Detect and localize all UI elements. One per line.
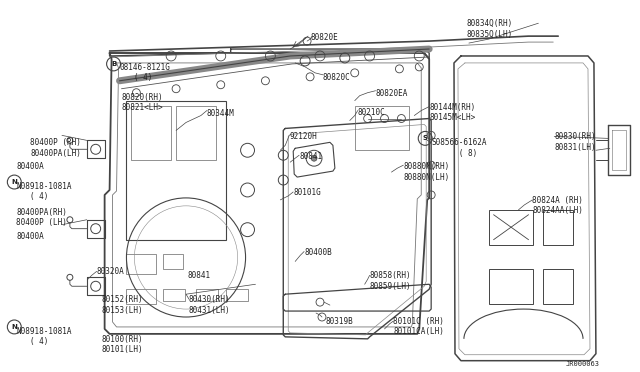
Text: 80830(RH)
80831(LH): 80830(RH) 80831(LH) [554,132,596,152]
Text: S08566-6162A
      ( 8): S08566-6162A ( 8) [431,138,486,158]
Bar [543,210,573,244]
Text: N08918-1081A
   ( 4): N08918-1081A ( 4) [16,182,72,201]
Text: 80400B: 80400B [304,247,332,257]
Text: 80152(RH)
80153(LH): 80152(RH) 80153(LH) [102,295,143,315]
Circle shape [311,155,317,161]
Text: 80820C: 80820C [323,73,351,82]
Text: JR000063: JR000063 [566,361,600,367]
Text: 80319B: 80319B [326,317,354,326]
Text: 80824A (RH)
80824AA(LH): 80824A (RH) 80824AA(LH) [532,196,583,215]
Bar [196,289,218,301]
Text: 80100(RH)
80101(LH): 80100(RH) 80101(LH) [102,335,143,354]
Bar [163,254,183,269]
Bar [176,106,216,160]
Bar [131,106,171,160]
Text: 80858(RH)
80859(LH): 80858(RH) 80859(LH) [370,271,412,291]
Text: 80841: 80841 [299,152,323,161]
Text: N: N [12,179,17,185]
Text: 80320A: 80320A [97,267,124,276]
Text: 80834Q(RH)
80835Q(LH): 80834Q(RH) 80835Q(LH) [467,19,513,39]
Bar [489,210,533,244]
Text: 80820EA: 80820EA [376,89,408,98]
Text: 80820(RH)
80821<LH>: 80820(RH) 80821<LH> [122,93,163,112]
Text: 80820E: 80820E [310,33,338,42]
Text: 80430(RH)
80431(LH): 80430(RH) 80431(LH) [189,295,230,315]
Text: 80880M(RH)
80880N(LH): 80880M(RH) 80880N(LH) [403,162,450,182]
Text: N: N [12,324,17,330]
Text: N08918-1081A
   ( 4): N08918-1081A ( 4) [16,327,72,346]
Bar [127,254,156,274]
Text: 80400A: 80400A [16,232,44,241]
Text: S: S [422,135,428,141]
Bar [127,289,156,304]
Text: 92120H: 92120H [289,132,317,141]
Bar [355,106,410,150]
Text: 08146-8121G
   ( 4): 08146-8121G ( 4) [120,63,170,82]
Bar [543,269,573,304]
Text: 80210C: 80210C [358,108,385,116]
Text: 80144M(RH)
80145M<LH>: 80144M(RH) 80145M<LH> [429,103,476,122]
Text: 80400PA(RH)
80400P (LH): 80400PA(RH) 80400P (LH) [16,208,67,227]
Text: 80400P (RH)
80400PA(LH): 80400P (RH) 80400PA(LH) [30,138,81,158]
Text: 80101C (RH)
80101CA(LH): 80101C (RH) 80101CA(LH) [394,317,444,336]
Text: B: B [111,61,116,67]
Bar [163,289,185,301]
Text: 80344M: 80344M [207,109,235,118]
Text: 80841: 80841 [187,271,210,280]
Text: 80101G: 80101G [293,188,321,197]
Bar [226,289,248,301]
Bar [489,269,533,304]
Text: 80400A: 80400A [16,162,44,171]
Bar [127,101,226,240]
